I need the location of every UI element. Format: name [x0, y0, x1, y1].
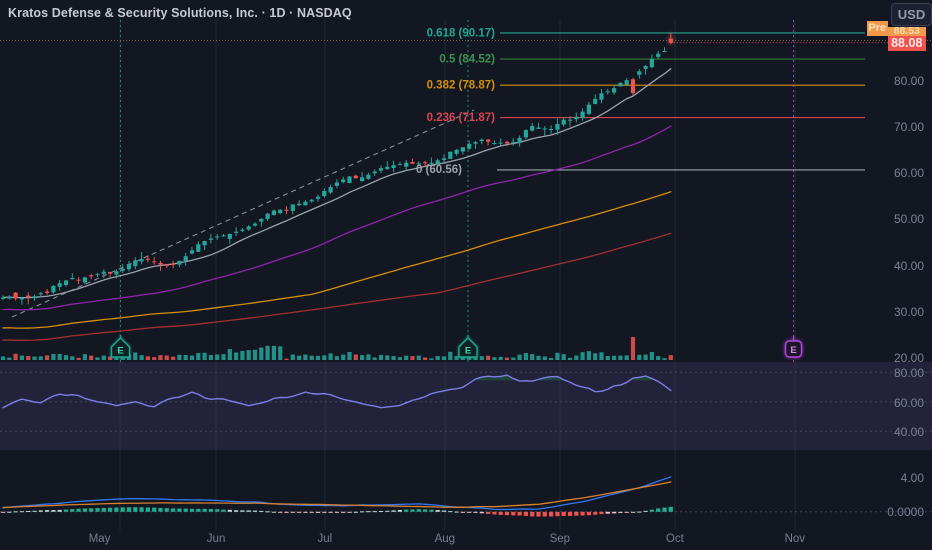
- svg-text:E: E: [117, 346, 123, 357]
- svg-text:0.5 (84.52): 0.5 (84.52): [439, 54, 495, 66]
- svg-text:0.618 (90.17): 0.618 (90.17): [427, 28, 496, 40]
- svg-text:0 (60.56): 0 (60.56): [416, 164, 462, 176]
- svg-text:E: E: [790, 345, 796, 356]
- svg-text:0.236 (71.87): 0.236 (71.87): [427, 112, 496, 124]
- svg-text:E: E: [465, 346, 471, 357]
- svg-text:0.382 (78.87): 0.382 (78.87): [427, 80, 496, 92]
